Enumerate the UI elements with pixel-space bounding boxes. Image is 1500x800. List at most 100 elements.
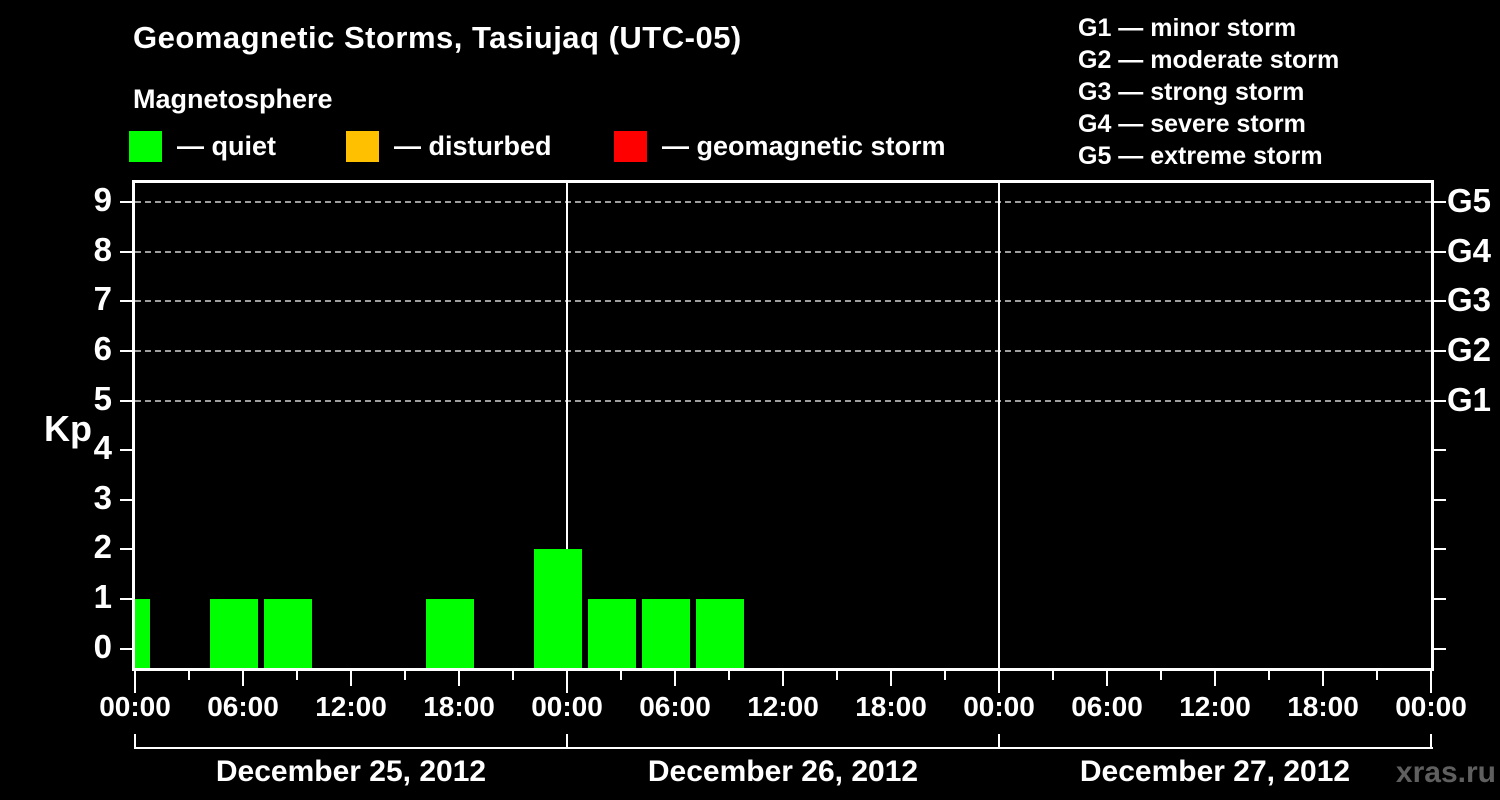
time-label: 06:00: [639, 691, 711, 722]
kp-bar: [642, 598, 690, 671]
y-tick-right: [1434, 349, 1446, 352]
y-tick-label: 8: [93, 230, 112, 268]
x-tick: [188, 671, 190, 680]
x-tick: [134, 671, 136, 693]
y-tick-right: [1434, 548, 1446, 551]
legend-item-quiet: — quiet: [129, 131, 276, 162]
date-bracket-riser: [1430, 734, 1432, 749]
date-label: December 26, 2012: [647, 755, 919, 788]
y-tick-right: [1434, 647, 1446, 650]
gridline-g2: [135, 349, 1431, 352]
x-tick: [728, 671, 730, 680]
y-tick-label: 7: [93, 280, 112, 318]
g-scale-legend: G1 — minor storm G2 — moderate storm G3 …: [1078, 12, 1339, 172]
legend-label-geomagnetic-storm: — geomagnetic storm: [662, 131, 946, 161]
x-tick: [242, 671, 244, 686]
x-tick: [350, 671, 352, 686]
gridline-g4: [135, 250, 1431, 253]
y-tick-left: [120, 597, 132, 600]
time-label: 00:00: [1395, 691, 1467, 722]
x-tick: [404, 671, 406, 680]
time-label: 18:00: [855, 691, 927, 722]
kp-axis-title: Kp: [44, 408, 92, 449]
quiet-color-swatch: [129, 131, 162, 162]
y-tick-right: [1434, 597, 1446, 600]
x-tick: [944, 671, 946, 680]
legend-label-disturbed: — disturbed: [394, 131, 552, 161]
x-tick: [1430, 671, 1432, 693]
storm-color-swatch: [614, 131, 647, 162]
y-tick-right: [1434, 449, 1446, 452]
g-axis-label-g3: G3: [1447, 281, 1492, 319]
g2-legend-entry: G2 — moderate storm: [1078, 46, 1340, 74]
kp-bar: [264, 598, 312, 671]
g-axis-label-g1: G1: [1447, 380, 1492, 418]
g4-legend-entry: G4 — severe storm: [1078, 110, 1306, 138]
y-tick-label: 2: [93, 528, 112, 566]
x-tick: [566, 671, 568, 693]
y-tick-label: 1: [93, 577, 112, 615]
g1-legend-entry: G1 — minor storm: [1078, 14, 1297, 42]
x-tick: [512, 671, 514, 680]
g3-legend-entry: G3 — strong storm: [1078, 78, 1305, 106]
plot-border-bottom: [132, 668, 1434, 671]
g-axis-label-g4: G4: [1447, 231, 1492, 269]
y-tick-label: 6: [93, 329, 112, 367]
time-label: 00:00: [963, 691, 1035, 722]
x-tick: [1160, 671, 1162, 680]
kp-bar: [135, 598, 150, 671]
y-tick-right: [1434, 498, 1446, 501]
x-tick: [1214, 671, 1216, 686]
x-tick: [1376, 671, 1378, 680]
y-tick-label: 3: [93, 478, 112, 516]
date-bracket-riser: [998, 734, 1000, 749]
time-label: 18:00: [1287, 691, 1359, 722]
kp-bar: [588, 598, 636, 671]
y-tick-label: 9: [93, 181, 112, 219]
plot-border-top: [132, 180, 1434, 183]
g-axis-label-g5: G5: [1447, 182, 1492, 220]
y-tick-label: 5: [93, 379, 112, 417]
x-tick: [674, 671, 676, 686]
gridline-g1: [135, 399, 1431, 402]
time-label: 06:00: [207, 691, 279, 722]
y-tick-left: [120, 449, 132, 452]
y-tick-label: 0: [93, 627, 112, 665]
page-title: Geomagnetic Storms, Tasiujaq (UTC-05): [133, 20, 742, 55]
watermark-xras-ru: xras.ru: [1395, 756, 1496, 789]
time-label: 00:00: [99, 691, 171, 722]
date-label: December 27, 2012: [1079, 755, 1351, 788]
x-tick: [1106, 671, 1108, 686]
y-tick-left: [120, 300, 132, 303]
legend-item-disturbed: — disturbed: [346, 131, 552, 162]
x-tick: [1052, 671, 1054, 680]
y-tick-right: [1434, 399, 1446, 402]
time-label: 12:00: [747, 691, 819, 722]
date-bracket-riser: [134, 734, 136, 749]
x-tick: [890, 671, 892, 686]
x-tick: [1322, 671, 1324, 686]
kp-bar: [210, 598, 258, 671]
y-tick-left: [120, 349, 132, 352]
gridline-g5: [135, 201, 1431, 204]
y-tick-left: [120, 548, 132, 551]
chart-subtitle: Magnetosphere: [133, 84, 333, 114]
day-separator: [998, 180, 1000, 671]
x-tick: [836, 671, 838, 680]
gridline-g3: [135, 300, 1431, 303]
y-tick-left: [120, 250, 132, 253]
plot-border-right: [1431, 180, 1434, 671]
y-tick-label: 4: [93, 429, 112, 467]
legend-label-quiet: — quiet: [177, 131, 276, 161]
y-tick-left: [120, 201, 132, 204]
time-label: 18:00: [423, 691, 495, 722]
g-axis-label-g2: G2: [1447, 330, 1492, 368]
g5-legend-entry: G5 — extreme storm: [1078, 142, 1323, 170]
legend-item-geomagnetic-storm: — geomagnetic storm: [614, 131, 946, 162]
y-tick-left: [120, 399, 132, 402]
x-tick: [620, 671, 622, 680]
disturbed-color-swatch: [346, 131, 379, 162]
y-tick-left: [120, 498, 132, 501]
